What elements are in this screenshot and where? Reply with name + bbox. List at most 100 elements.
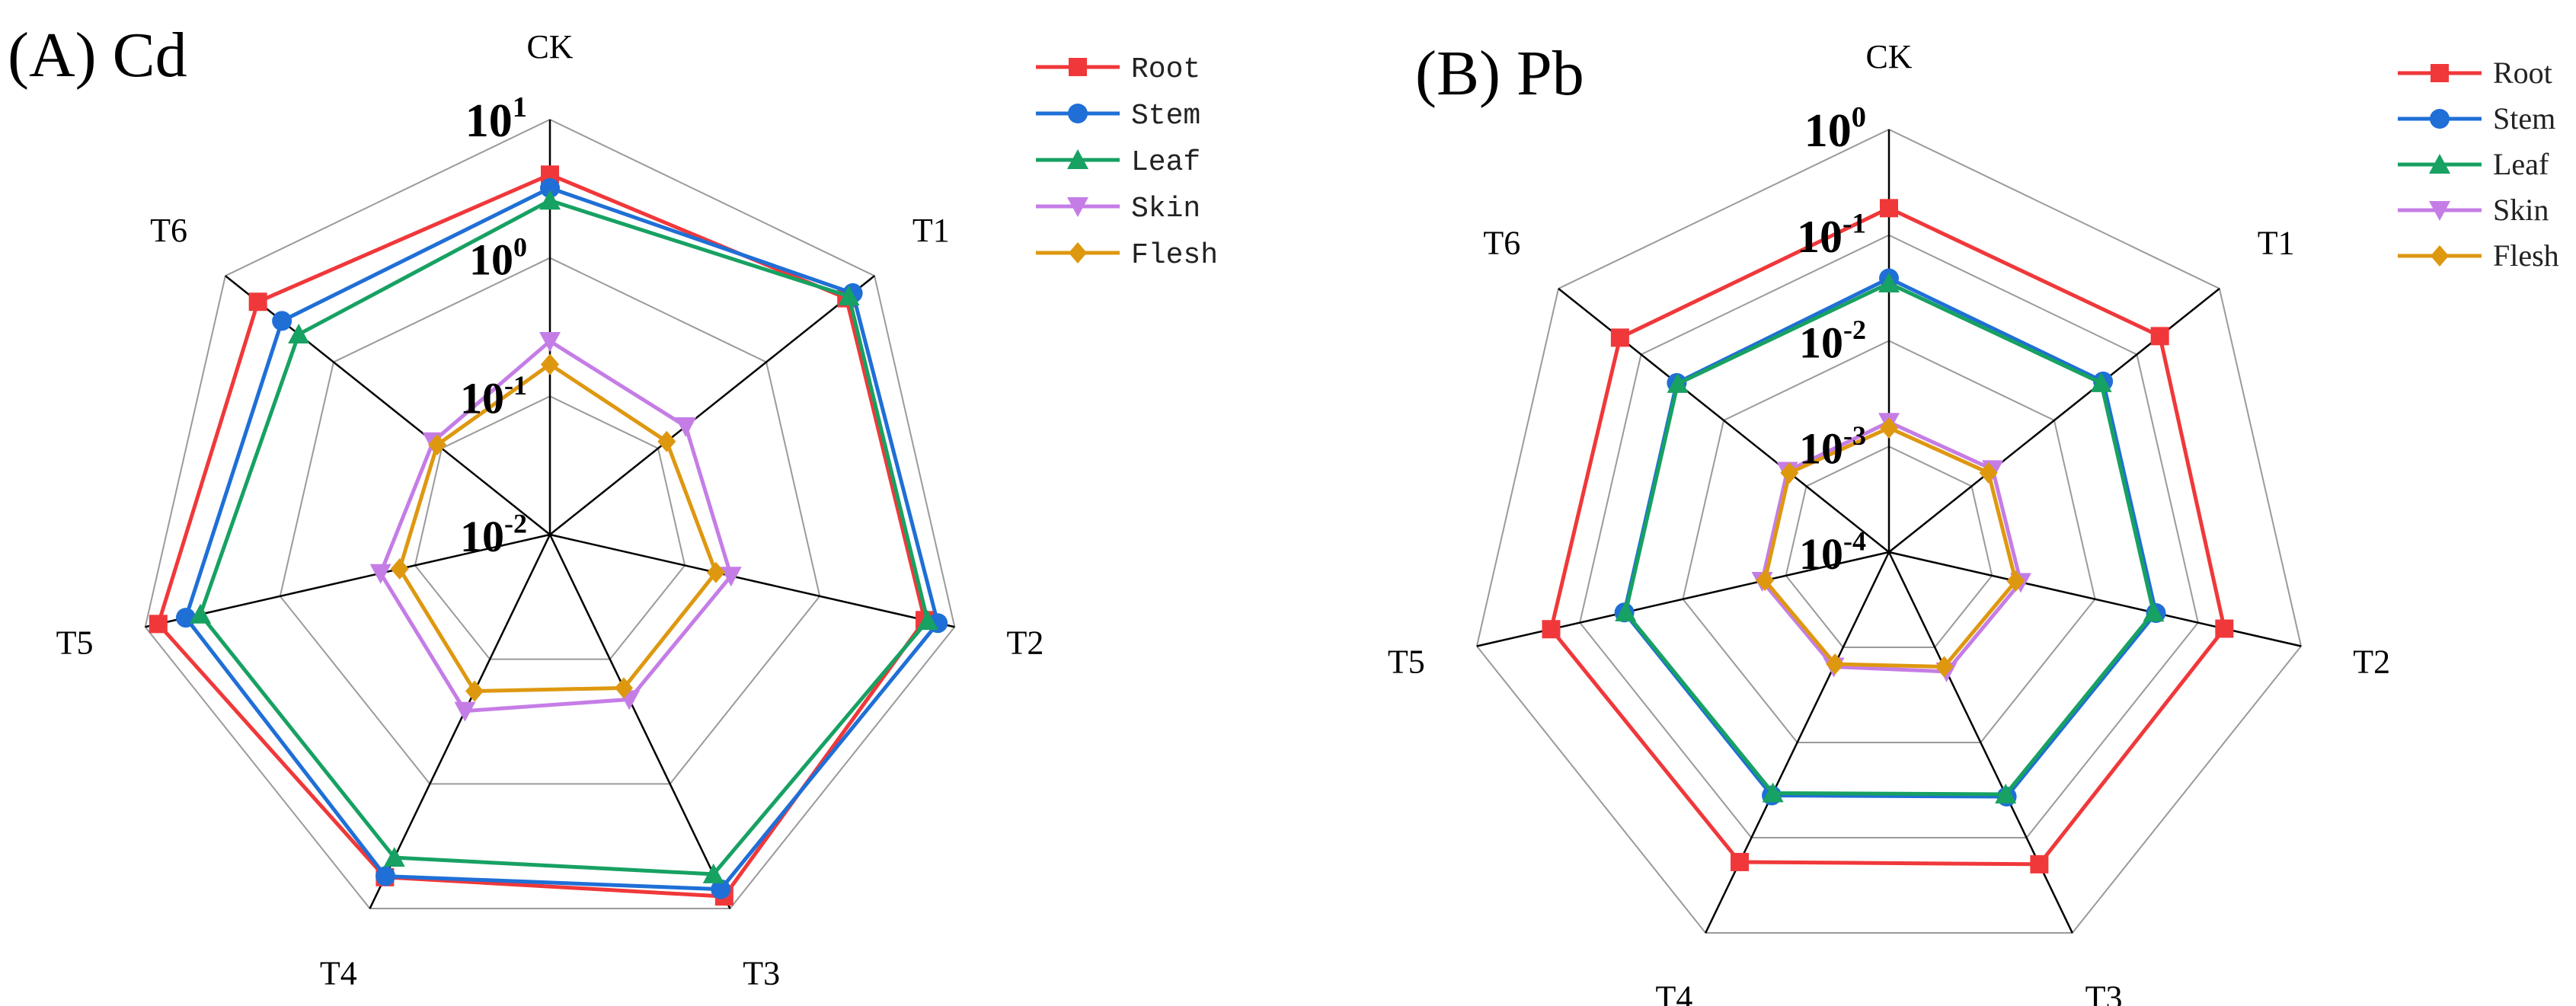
legend-marker-root [2431,64,2449,82]
tick-label: 10-3 [1799,420,1866,473]
grid-ring [1682,340,2096,744]
data-point-leaf-t1 [838,285,860,305]
series-line-leaf [1623,281,2156,797]
grid-ring [1785,446,1993,649]
panel-pb: (B) Pb 10-4 10-3 10-2 10-1 100 CK T1 T2 T3 T4 T5 T6 R… [1388,38,2559,1006]
category-label-t4: T4 [320,955,357,992]
data-point-flesh-ck [541,353,559,375]
data-point-leaf-t3 [702,863,724,883]
data-point-leaf-t2 [2143,602,2165,622]
grid-ring [144,118,956,910]
legend-marker-flesh [2431,245,2449,267]
data-point-flesh-t5 [1756,570,1775,592]
category-label-t1: T1 [912,212,950,249]
panel-cd: (A) Cd 10-2 10-1 100 101 CK T1 T2 T3 T4 T5 T6 Root St… [8,20,1218,992]
legend-marker-leaf [1067,149,1088,169]
grid-ring [414,395,686,660]
tick-label: 10-4 [1799,526,1866,579]
data-point-skin-t1 [675,417,697,437]
axis-spoke [548,534,731,909]
data-point-leaf-ck [539,190,561,210]
data-point-leaf-ck [1878,273,1900,293]
data-point-flesh-t5 [390,558,409,580]
data-point-stem-ck [540,177,560,198]
series-line-flesh [397,362,718,693]
series-line-stem [1622,276,2159,799]
data-point-flesh-t1 [1979,461,1998,484]
legend-marker-leaf [2429,154,2450,174]
legend-label-skin: Skin [1131,193,1200,225]
grid-ring [1475,128,2303,934]
category-label-t3: T3 [2085,979,2123,1006]
category-label-t3: T3 [743,955,780,992]
data-point-root-t5 [149,615,168,634]
category-label-ck: CK [526,28,573,65]
data-point-stem-t6 [272,311,292,331]
legend-marker-flesh [1069,242,1087,263]
axis-spoke [145,533,551,628]
data-point-leaf-t5 [190,603,212,624]
data-point-root-t6 [248,292,267,311]
data-point-leaf-t2 [916,610,938,631]
data-point-leaf-t3 [1995,784,2017,804]
series-line-leaf [198,198,930,877]
tick-label: 10-1 [460,370,527,423]
legend-label-flesh: Flesh [2493,238,2559,273]
legend-label-stem: Stem [2493,101,2555,136]
axis-spoke [549,275,875,535]
data-point-leaf-t6 [1667,372,1689,393]
data-point-skin-t4 [454,701,476,722]
legend-marker-stem [2430,109,2450,129]
legend-label-root: Root [2493,56,2552,90]
series-line-flesh [1763,426,2018,669]
data-point-root-t6 [1610,328,1629,347]
legend-label-stem: Stem [1131,100,1200,133]
tick-label: 100 [1804,101,1866,157]
legend-label-flesh: Flesh [1131,239,1218,272]
legend-marker-root [1069,58,1087,76]
data-point-leaf-t6 [288,323,310,343]
data-point-stem-t4 [375,866,395,886]
data-point-flesh-t1 [657,430,676,452]
data-point-leaf-t1 [2090,372,2112,392]
category-label-t1: T1 [2258,225,2295,262]
data-point-flesh-ck [1880,417,1898,439]
panel-title: (B) Pb [1415,38,1584,109]
category-label-ck: CK [1865,38,1912,75]
category-label-t2: T2 [2353,644,2390,681]
tick-label: 100 [469,232,527,284]
tick-label: 101 [465,91,527,147]
data-point-flesh-t4 [1826,653,1845,675]
category-label-t5: T5 [56,624,94,661]
data-point-leaf-t4 [383,847,405,867]
series-line-stem [184,186,940,892]
tick-label: 10-2 [460,509,527,561]
data-point-root-t3 [2030,854,2049,873]
series-line-root [156,172,927,899]
legend-marker-skin [1067,197,1088,217]
data-point-flesh-t2 [706,561,725,583]
category-label-t4: T4 [1656,979,1693,1006]
data-point-flesh-t4 [465,680,484,702]
series-line-skin [378,338,733,714]
axis-spoke [369,534,551,909]
data-point-skin-t2 [720,567,742,587]
data-point-root-t4 [1731,852,1750,871]
panel-title: (A) Cd [8,20,187,91]
axis-spoke [1888,551,2302,647]
legend-label-leaf: Leaf [2493,147,2549,181]
legend-marker-skin [2429,201,2450,221]
data-point-flesh-t6 [1780,461,1799,484]
category-label-t2: T2 [1007,624,1044,661]
legend-label-leaf: Leaf [1131,146,1200,179]
data-point-root-t2 [2215,619,2234,638]
series-line-root [1548,206,2227,867]
grid-ring [279,257,821,785]
grid-ring [1579,234,2199,839]
category-label-t5: T5 [1388,644,1425,681]
data-point-flesh-t6 [428,434,447,456]
data-point-root-t1 [2150,327,2169,346]
data-point-skin-t5 [369,564,392,584]
category-label-t6: T6 [150,212,187,249]
